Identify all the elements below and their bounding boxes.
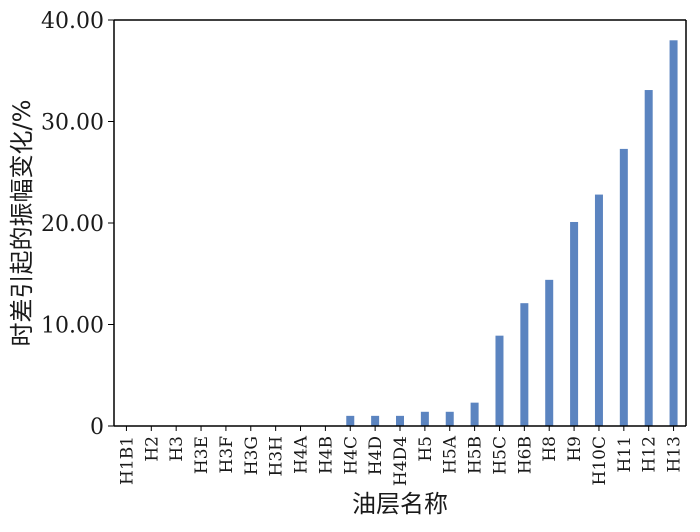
y-tick-label: 30.00 — [41, 111, 104, 136]
bar-H13 — [669, 40, 678, 427]
x-tick-label: H8 — [540, 436, 560, 462]
x-tick-label: H4D4 — [391, 436, 411, 486]
y-tick-label: 0 — [90, 415, 104, 440]
x-tick-label: H13 — [665, 436, 685, 472]
bars-layer — [346, 40, 678, 427]
bar-H5A — [445, 411, 454, 426]
bar-H4C — [346, 415, 355, 426]
x-tick-label: H5B — [466, 436, 486, 474]
x-tick-label: H10C — [590, 436, 610, 485]
x-tick-label: H4C — [341, 436, 361, 475]
bar-H5B — [470, 402, 479, 426]
x-tick-label: H5 — [416, 436, 436, 462]
x-tick-label: H3F — [217, 436, 237, 474]
x-tick-label: H4D — [366, 436, 386, 475]
x-tick-label: H5C — [490, 436, 510, 475]
x-tick-label: H4B — [316, 436, 336, 474]
x-tick-label: H9 — [565, 436, 585, 462]
x-tick-label: H6B — [515, 436, 535, 474]
x-tick-label: H4A — [292, 435, 312, 474]
x-tick-label: H3G — [242, 436, 262, 475]
y-tick-label: 20.00 — [41, 212, 104, 237]
bar-H4D4 — [396, 415, 404, 426]
y-axis-label: 时差引起的振幅变化/% — [8, 100, 36, 347]
bar-H12 — [644, 90, 653, 426]
x-tick-label: H2 — [142, 436, 162, 462]
x-ticks-layer: H1B1 H2 H3 H3E H3F H3G H3H H4A H4B H4C H4D H4D4 H5 H5… — [117, 426, 685, 486]
bar-H9 — [570, 221, 579, 426]
bar-H11 — [619, 148, 628, 426]
x-tick-label: H5A — [441, 435, 461, 474]
x-tick-label: H1B1 — [117, 436, 137, 485]
x-tick-label: H3H — [267, 436, 287, 476]
x-tick-label: H11 — [615, 436, 635, 472]
y-ticks-layer: 0 10.00 20.00 30.00 40.00 — [41, 9, 114, 440]
y-tick-label: 40.00 — [41, 9, 104, 34]
bar-H4D — [371, 415, 380, 426]
bar-H5 — [420, 411, 429, 426]
bar-H8 — [545, 279, 554, 426]
x-tick-label: H12 — [640, 436, 660, 472]
x-axis-label: 油层名称 — [352, 490, 448, 518]
y-tick-label: 10.00 — [41, 314, 104, 339]
bar-H10C — [594, 194, 603, 426]
bar-H5C — [495, 335, 504, 426]
x-tick-label: H3E — [192, 436, 212, 474]
x-tick-label: H3 — [167, 436, 187, 462]
bar-H6B — [520, 303, 529, 426]
